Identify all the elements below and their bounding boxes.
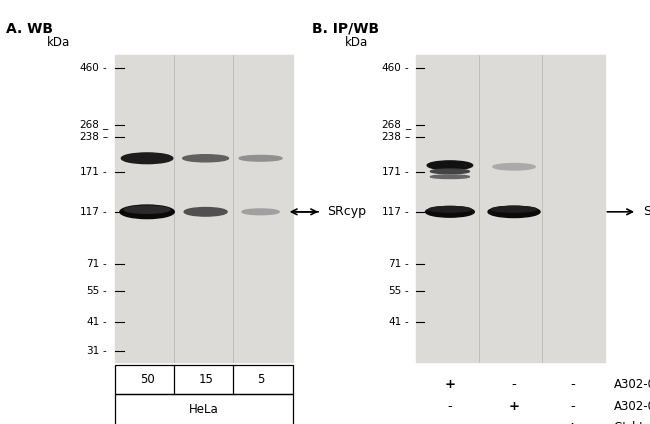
Bar <box>115 56 292 362</box>
Ellipse shape <box>429 206 471 212</box>
Text: -: - <box>404 317 408 327</box>
Text: -: - <box>102 346 106 356</box>
Text: 268: 268 <box>79 120 99 130</box>
Text: A302-075A: A302-075A <box>614 378 650 391</box>
Text: A. WB: A. WB <box>6 22 53 36</box>
Bar <box>416 56 604 362</box>
Ellipse shape <box>488 206 540 218</box>
Text: 238: 238 <box>79 132 99 142</box>
Text: -: - <box>102 259 106 269</box>
Text: _: _ <box>404 120 410 130</box>
Text: 31: 31 <box>86 346 99 356</box>
Text: -: - <box>404 259 408 269</box>
Text: 117: 117 <box>382 207 402 217</box>
Text: -: - <box>102 286 106 296</box>
Ellipse shape <box>183 155 229 162</box>
Text: -: - <box>404 63 408 73</box>
Text: 171: 171 <box>79 167 99 177</box>
Text: kDa: kDa <box>344 36 368 49</box>
Text: 41: 41 <box>86 317 99 327</box>
Text: -: - <box>448 421 452 424</box>
Text: -: - <box>404 207 408 217</box>
Text: 55: 55 <box>388 286 402 296</box>
Ellipse shape <box>184 207 227 216</box>
Text: Ctrl IgG: Ctrl IgG <box>614 421 650 424</box>
Text: 55: 55 <box>86 286 99 296</box>
Text: 117: 117 <box>79 207 99 217</box>
Text: -: - <box>404 286 408 296</box>
Ellipse shape <box>242 209 279 215</box>
Text: -: - <box>512 378 516 391</box>
Text: SRcyp: SRcyp <box>644 205 650 218</box>
Text: 15: 15 <box>198 373 213 386</box>
Text: -: - <box>102 207 106 217</box>
Text: SRcyp: SRcyp <box>327 205 366 218</box>
Text: –: – <box>102 132 107 142</box>
Text: 71: 71 <box>86 259 99 269</box>
Text: HeLa: HeLa <box>189 403 218 416</box>
Ellipse shape <box>491 206 537 212</box>
Text: -: - <box>448 400 452 413</box>
Text: -: - <box>570 378 575 391</box>
Ellipse shape <box>124 206 170 213</box>
Ellipse shape <box>430 169 469 174</box>
Text: -: - <box>570 400 575 413</box>
Text: -: - <box>512 421 516 424</box>
Text: 171: 171 <box>382 167 402 177</box>
Ellipse shape <box>430 175 469 179</box>
Ellipse shape <box>122 153 173 164</box>
Ellipse shape <box>427 161 473 170</box>
Text: +: + <box>567 421 578 424</box>
Text: 5: 5 <box>257 373 265 386</box>
Text: -: - <box>102 317 106 327</box>
Text: B. IP/WB: B. IP/WB <box>312 22 379 36</box>
Ellipse shape <box>120 205 174 219</box>
Text: +: + <box>508 400 519 413</box>
Ellipse shape <box>493 164 535 170</box>
Text: -: - <box>102 167 106 177</box>
Text: 238: 238 <box>382 132 402 142</box>
Text: 71: 71 <box>388 259 402 269</box>
Ellipse shape <box>426 206 474 217</box>
Text: -: - <box>404 167 408 177</box>
Ellipse shape <box>239 156 282 161</box>
Text: _: _ <box>102 120 107 130</box>
Text: –: – <box>404 132 410 142</box>
Text: +: + <box>445 378 456 391</box>
Text: A302-076A: A302-076A <box>614 400 650 413</box>
Text: -: - <box>102 63 106 73</box>
Text: 268: 268 <box>382 120 402 130</box>
Text: 460: 460 <box>80 63 99 73</box>
Text: 460: 460 <box>382 63 402 73</box>
Text: 50: 50 <box>140 373 155 386</box>
Bar <box>115 394 292 424</box>
Text: kDa: kDa <box>47 36 70 49</box>
Text: 41: 41 <box>388 317 402 327</box>
Bar <box>115 365 292 394</box>
